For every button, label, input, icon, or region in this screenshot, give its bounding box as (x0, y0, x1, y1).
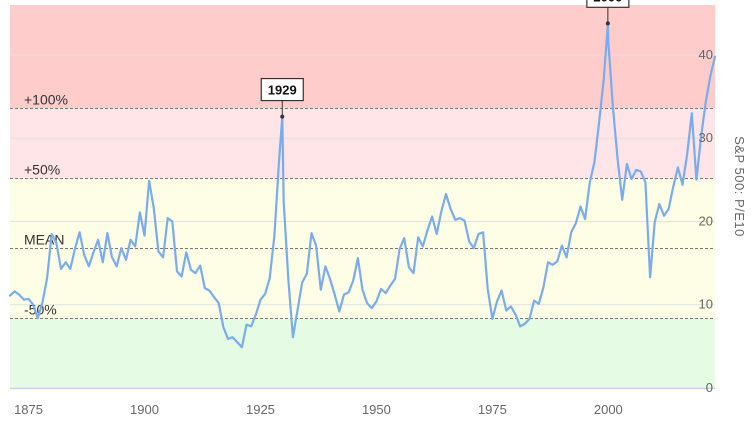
annotation-point-1 (605, 21, 610, 26)
series-layer (8, 22, 717, 349)
reference-label-2: MEAN (24, 232, 64, 248)
x-tick-label-1950: 1950 (362, 402, 391, 417)
x-tick-label-1900: 1900 (130, 402, 159, 417)
band-1 (10, 108, 715, 179)
x-tick-label-2000: 2000 (594, 402, 623, 417)
y-tick-label-10: 10 (699, 297, 713, 312)
y-tick-label-40: 40 (699, 47, 713, 62)
annotation-point-0 (280, 114, 285, 119)
annotation-label-1: 2000 (593, 0, 622, 4)
reference-label-1: +50% (24, 162, 60, 178)
annotation-label-0: 1929 (268, 83, 297, 98)
y-axis-title: S&P 500: P/E10 (732, 136, 747, 237)
x-tick-label-1875: 1875 (14, 402, 43, 417)
band-3 (10, 318, 715, 388)
y-tick-label-0: 0 (706, 380, 713, 395)
band-0 (10, 5, 715, 109)
x-tick-label-1925: 1925 (246, 402, 275, 417)
x-tick-label-1975: 1975 (478, 402, 507, 417)
annotation-box-1 (586, 0, 630, 8)
annotations: 1929 2000 (260, 0, 630, 119)
y-tick-label-30: 30 (699, 130, 713, 145)
reference-label-0: +100% (24, 92, 68, 108)
y-tick-label-20: 20 (699, 213, 713, 228)
series-line-0 (8, 22, 717, 349)
axes: 1875 1900 1925 1950 1975 2000 0 10 20 30 40 S&P 500… (10, 47, 747, 417)
annotation-box-0 (260, 77, 304, 102)
